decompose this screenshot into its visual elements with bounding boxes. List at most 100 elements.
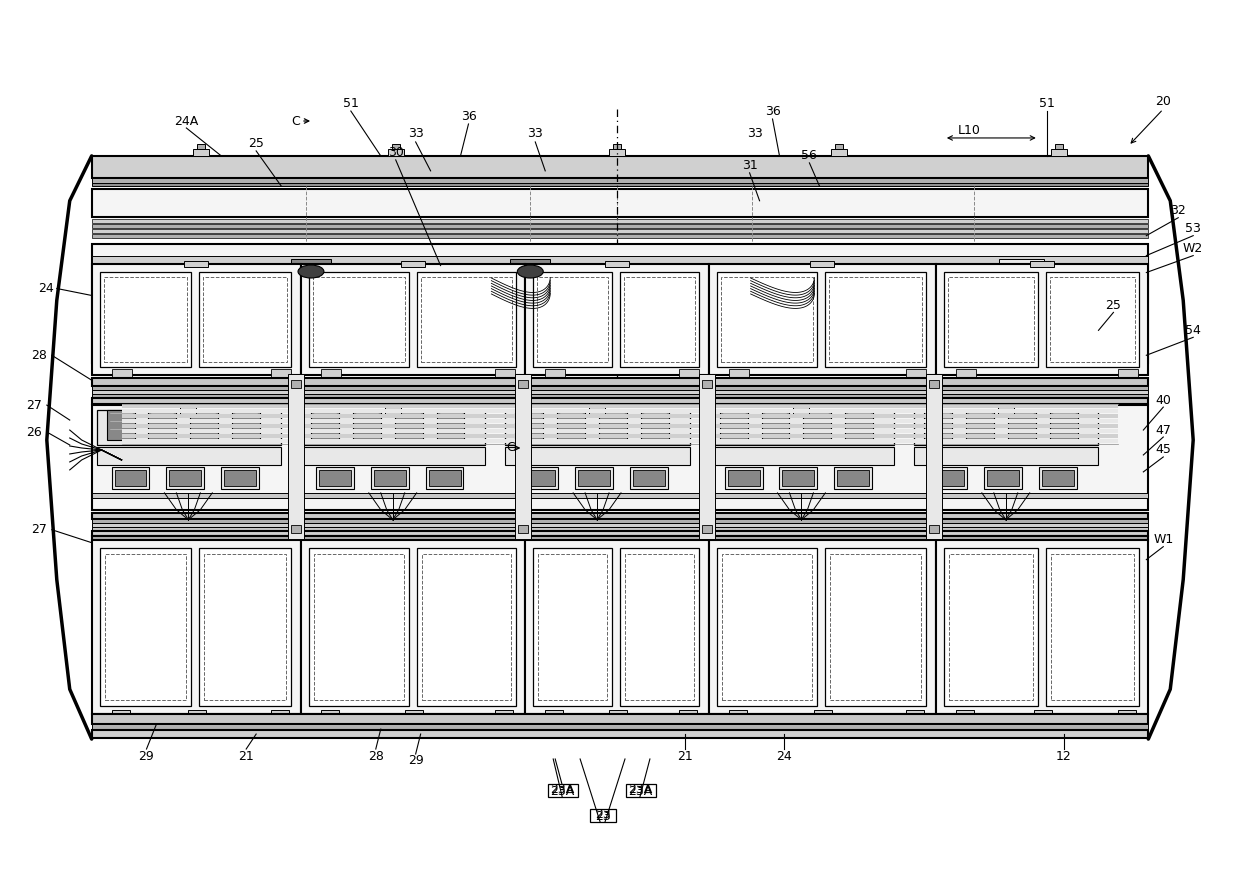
Text: 27: 27 xyxy=(31,524,47,536)
Ellipse shape xyxy=(517,265,543,278)
Bar xyxy=(831,554,921,700)
Text: 47: 47 xyxy=(1156,424,1172,436)
Bar xyxy=(846,410,873,440)
Bar xyxy=(910,718,920,723)
Bar xyxy=(1039,467,1076,489)
Bar xyxy=(811,260,835,267)
Text: 33: 33 xyxy=(408,127,424,140)
Bar xyxy=(224,470,257,486)
Bar xyxy=(496,710,513,718)
Bar xyxy=(526,540,709,714)
Text: 33: 33 xyxy=(746,127,763,140)
Bar xyxy=(312,276,404,362)
Bar xyxy=(548,784,578,796)
Bar xyxy=(557,410,585,440)
Bar xyxy=(678,369,699,377)
Bar xyxy=(518,381,528,389)
Bar xyxy=(1118,369,1138,377)
Bar xyxy=(170,470,201,486)
Bar xyxy=(782,470,815,486)
Bar xyxy=(221,467,259,489)
Bar xyxy=(1122,718,1132,723)
Text: 24: 24 xyxy=(38,282,53,295)
Bar xyxy=(92,523,1148,527)
Bar xyxy=(115,718,125,723)
Text: 40: 40 xyxy=(1156,394,1172,407)
Bar xyxy=(232,410,260,440)
Bar xyxy=(200,547,291,706)
Bar xyxy=(401,260,424,267)
Bar xyxy=(92,244,1148,363)
Bar xyxy=(506,447,689,465)
Bar xyxy=(185,260,208,267)
Bar xyxy=(516,374,531,539)
Bar xyxy=(325,718,335,723)
Bar xyxy=(826,272,926,367)
Bar xyxy=(511,259,551,276)
Bar xyxy=(949,554,1033,700)
Bar xyxy=(107,410,134,440)
Bar xyxy=(521,467,558,489)
Bar xyxy=(1042,470,1074,486)
Bar xyxy=(272,369,291,377)
Bar xyxy=(831,149,847,156)
Bar xyxy=(590,809,616,822)
Bar xyxy=(836,144,843,149)
Bar xyxy=(425,467,464,489)
Bar xyxy=(546,710,563,718)
Bar xyxy=(496,369,516,377)
Text: 51: 51 xyxy=(343,96,358,109)
Bar xyxy=(301,263,526,375)
Bar xyxy=(321,710,339,718)
Bar xyxy=(906,710,924,718)
Bar xyxy=(914,410,1099,445)
Bar xyxy=(578,470,610,486)
Bar xyxy=(761,410,790,440)
Text: 25: 25 xyxy=(1106,299,1121,312)
Bar xyxy=(92,724,1148,730)
Text: 23A: 23A xyxy=(551,783,574,796)
Bar xyxy=(191,410,218,440)
Bar xyxy=(404,710,423,718)
Bar xyxy=(620,272,699,367)
Bar xyxy=(729,369,749,377)
Text: 36: 36 xyxy=(765,104,780,117)
Bar xyxy=(983,467,1022,489)
Bar xyxy=(609,149,625,156)
Bar xyxy=(575,467,613,489)
Text: 30: 30 xyxy=(388,147,404,160)
Bar xyxy=(818,718,828,723)
Text: 54: 54 xyxy=(1185,324,1202,336)
Text: 29: 29 xyxy=(139,750,154,763)
Bar xyxy=(518,525,528,532)
Bar xyxy=(122,404,1118,408)
Text: 25: 25 xyxy=(248,138,264,150)
Bar xyxy=(321,369,341,377)
Bar xyxy=(92,156,1148,177)
Bar xyxy=(371,467,409,489)
Text: 20: 20 xyxy=(1156,94,1172,108)
Bar xyxy=(506,410,689,445)
Bar xyxy=(944,272,1038,367)
Bar xyxy=(436,410,465,440)
Bar xyxy=(702,381,712,389)
Bar xyxy=(729,710,746,718)
Bar xyxy=(417,547,516,706)
Bar xyxy=(92,189,1148,216)
Bar xyxy=(678,710,697,718)
Bar xyxy=(92,493,1148,498)
Bar xyxy=(122,429,1118,433)
Bar xyxy=(92,531,1148,536)
Bar xyxy=(166,467,205,489)
Bar xyxy=(122,434,1118,438)
Text: 28: 28 xyxy=(31,349,47,362)
Bar xyxy=(92,405,1148,509)
Bar xyxy=(200,272,291,367)
Bar xyxy=(936,263,1148,375)
Bar xyxy=(526,263,709,375)
Text: C: C xyxy=(506,442,515,455)
Bar xyxy=(319,470,351,486)
Bar xyxy=(429,470,460,486)
Bar xyxy=(384,407,401,417)
Bar xyxy=(92,223,1148,228)
